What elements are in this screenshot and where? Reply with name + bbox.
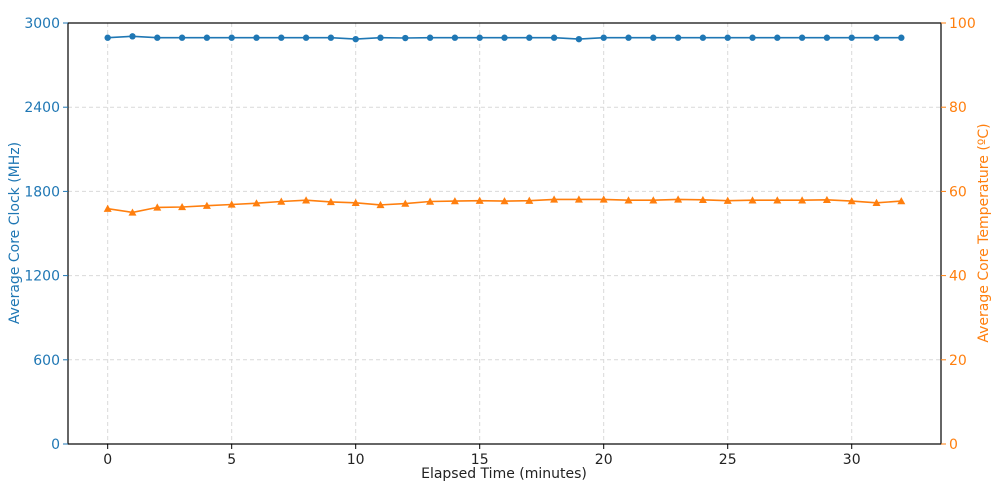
temperature-data-point <box>872 198 881 206</box>
temperature-data-point <box>822 195 831 204</box>
clock-data-point <box>674 34 682 41</box>
clock-data-point <box>327 34 335 41</box>
left-y-tick-label: 3000 <box>24 16 60 32</box>
plot-frame <box>67 22 942 445</box>
x-tick-label: 20 <box>595 452 613 468</box>
clock-data-point <box>203 34 211 41</box>
left-y-axis-title: Average Core Clock (MHz) <box>7 142 23 324</box>
temperature-data-point <box>723 196 732 204</box>
clock-data-point <box>550 34 558 41</box>
x-tick-label: 30 <box>843 452 861 468</box>
clock-data-point <box>476 34 483 41</box>
clock-data-point <box>898 34 905 41</box>
gridlines <box>68 22 941 445</box>
clock-data-point <box>104 34 111 41</box>
x-axis-title: Elapsed Time (minutes) <box>421 466 587 482</box>
temperature-data-point <box>302 196 311 204</box>
left-y-tick-label: 1200 <box>24 269 60 285</box>
clock-data-point <box>178 34 186 41</box>
temperature-data-point <box>153 203 162 211</box>
clock-data-point <box>352 35 359 43</box>
clock-data-point <box>377 34 384 41</box>
temperature-data-point <box>649 196 658 204</box>
temperature-data-point <box>252 199 261 207</box>
x-tick-label: 25 <box>719 452 737 468</box>
clock-data-point <box>278 34 285 41</box>
axes: 0 5 10 15 20 25 30 0 600 1200 1800 2400 3000 0 20 40 60 8… <box>24 16 975 468</box>
left-y-tick-label: 600 <box>33 353 60 369</box>
temperature-data-point <box>624 196 633 204</box>
right-y-tick-label: 40 <box>949 269 967 285</box>
clock-data-point <box>302 34 310 41</box>
temperature-data-point <box>351 198 360 206</box>
temperature-data-point <box>500 197 509 205</box>
temperature-data-point <box>450 197 459 205</box>
clock-data-point <box>129 33 136 40</box>
clock-data-point <box>575 35 583 43</box>
temperature-data-point <box>897 197 906 205</box>
temperature-data-point <box>426 197 435 205</box>
x-tick-label: 5 <box>227 452 236 468</box>
temperature-data-point <box>401 199 410 207</box>
temperature-data-point <box>798 196 807 204</box>
series-layer <box>103 33 906 216</box>
left-y-tick-label: 1800 <box>24 184 60 200</box>
clock-data-point <box>848 34 855 41</box>
temperature-data-point <box>376 200 385 209</box>
right-y-tick-label: 20 <box>949 353 967 369</box>
temperature-data-point <box>326 197 335 206</box>
clock-data-point <box>253 34 260 41</box>
right-y-tick-label: 80 <box>949 100 967 116</box>
temperature-data-point <box>227 200 236 208</box>
temperature-data-point <box>525 196 534 204</box>
clock-data-point <box>873 34 880 41</box>
clock-data-point <box>451 34 459 41</box>
clock-data-point <box>724 34 731 41</box>
temperature-data-point <box>550 195 559 203</box>
temperature-data-point <box>748 196 757 204</box>
clock-data-point <box>501 34 508 41</box>
temperature-data-point <box>847 197 856 205</box>
temperature-data-point <box>103 204 112 212</box>
right-y-tick-label: 0 <box>949 437 958 453</box>
right-y-tick-label: 60 <box>949 184 967 200</box>
clock-data-point <box>600 34 607 41</box>
clock-data-point <box>526 34 533 41</box>
temperature-data-point <box>698 195 707 204</box>
temperature-data-point <box>574 195 583 203</box>
clock-data-point <box>228 34 235 41</box>
x-tick-label: 0 <box>103 452 112 468</box>
x-tick-label: 15 <box>471 452 489 468</box>
temperature-data-point <box>202 201 211 209</box>
clock-data-point <box>625 34 632 41</box>
left-y-tick-label: 0 <box>51 437 60 453</box>
clock-data-point <box>650 34 657 41</box>
clock-data-point <box>699 34 707 41</box>
left-y-tick-label: 2400 <box>24 100 60 116</box>
temperature-data-point <box>674 195 683 203</box>
clock-data-point <box>154 34 161 41</box>
clock-data-point <box>823 34 831 41</box>
temperature-data-point <box>475 196 484 204</box>
temperature-data-point <box>773 196 782 204</box>
temperature-data-point <box>599 195 608 203</box>
temperature-data-point <box>128 208 137 216</box>
x-tick-label: 10 <box>347 452 365 468</box>
temperature-data-point <box>277 197 286 205</box>
clock-data-point <box>774 34 781 41</box>
right-y-axis-title: Average Core Temperature (ºC) <box>976 123 992 342</box>
right-y-tick-label: 100 <box>949 16 976 32</box>
clock-data-point <box>798 34 806 41</box>
clock-data-point <box>402 34 409 42</box>
temperature-data-point <box>178 202 187 211</box>
clock-data-point <box>426 34 434 41</box>
clock-data-point <box>749 34 756 41</box>
